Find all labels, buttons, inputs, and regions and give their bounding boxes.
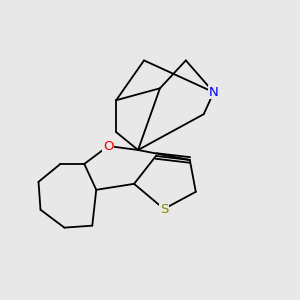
Text: N: N xyxy=(209,86,219,99)
Text: S: S xyxy=(160,203,168,216)
Text: O: O xyxy=(103,140,113,152)
